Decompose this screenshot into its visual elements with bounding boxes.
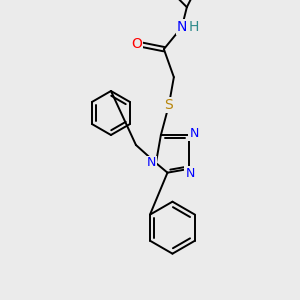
Text: N: N (185, 167, 195, 180)
Text: O: O (131, 37, 142, 51)
Text: N: N (146, 157, 156, 169)
Text: S: S (164, 98, 173, 112)
Text: H: H (189, 20, 199, 34)
Text: N: N (177, 20, 187, 34)
Text: N: N (190, 127, 199, 140)
